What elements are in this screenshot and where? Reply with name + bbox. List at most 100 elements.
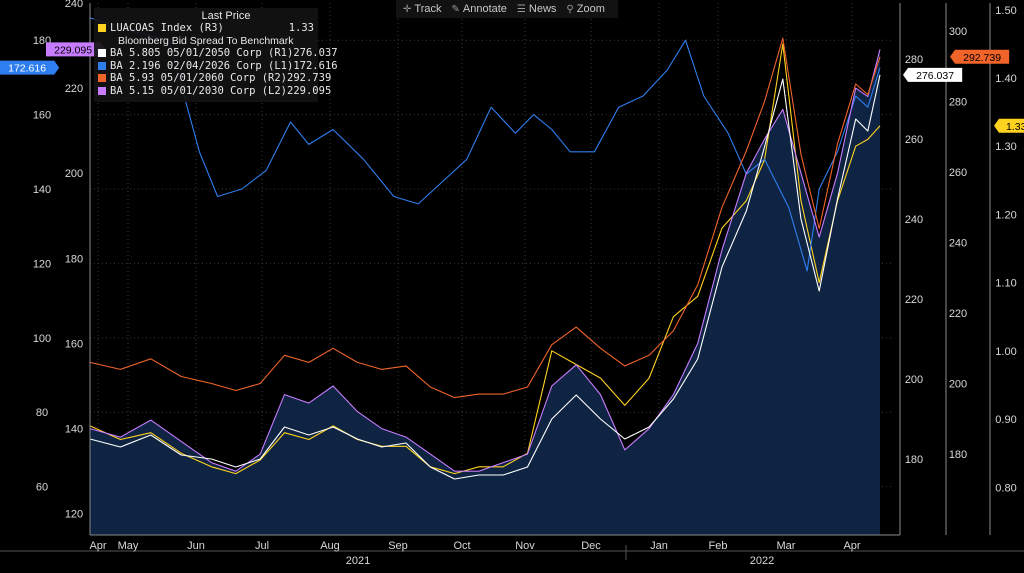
legend-entry-name: BA 2.196 02/04/2026 Corp (L1) [110, 59, 294, 72]
zoom-label: Zoom [576, 3, 605, 15]
legend-swatch [98, 24, 106, 33]
tick-label-month: Jan [650, 540, 668, 552]
tick-label-month: Nov [515, 540, 535, 552]
legend-swatch [98, 74, 106, 83]
tick-label-r3: 0.80 [995, 482, 1016, 494]
legend-subheader-text: Bloomberg Bid Spread To Benchmark [118, 34, 294, 47]
tick-label-r3: 1.30 [995, 141, 1016, 153]
tick-label-r2: 220 [949, 308, 967, 320]
legend-swatch [98, 49, 106, 58]
last-value-label-r1: 276.037 [916, 70, 954, 82]
series-area-ba2030 [90, 49, 880, 536]
news-icon: ☰ [516, 3, 526, 15]
zoom-button[interactable]: ⚲ Zoom [563, 3, 607, 15]
tick-label-year: 2022 [750, 555, 774, 567]
last-value-tag-r3 [994, 118, 1024, 133]
tick-label-l1: 160 [33, 110, 51, 122]
legend-entry-name: BA 5.805 05/01/2050 Corp (R1) [110, 47, 294, 60]
tick-label-month: Jul [255, 540, 269, 552]
tick-label-l2: 200 [65, 168, 83, 180]
news-label: News [528, 3, 557, 15]
legend-entry-ba2050[interactable]: BA 5.805 05/01/2050 Corp (R1) 276.037 [98, 47, 338, 60]
legend-subheader: Bloomberg Bid Spread To Benchmark [98, 35, 314, 48]
legend-entry-value: 172.616 [293, 59, 338, 72]
tick-label-r1: 280 [905, 54, 923, 66]
tick-label-month: Sep [388, 540, 408, 552]
tick-label-r1: 220 [905, 294, 923, 306]
tick-label-r2: 200 [949, 379, 967, 391]
legend-entry-name: LUACOAS Index (R3) [110, 22, 224, 35]
tick-label-month: Apr [843, 540, 860, 552]
series-line-r2 [89, 37, 881, 399]
tick-label-r2: 240 [949, 238, 967, 250]
tick-label-l2: 180 [65, 253, 83, 265]
crosshair-icon: ✛ [403, 3, 412, 15]
tick-label-r2: 260 [949, 167, 967, 179]
legend-entry-value: 276.037 [293, 47, 338, 60]
legend-entry-ba2060[interactable]: BA 5.93 05/01/2060 Corp (R2) 292.739 [98, 72, 331, 85]
legend-header: Last Price [201, 10, 251, 22]
series-line-l2 [89, 49, 881, 472]
legend-entry-name: BA 5.93 05/01/2060 Corp (R2) [110, 72, 288, 85]
tick-label-r1: 240 [905, 214, 923, 226]
legend-entry-luacoas[interactable]: LUACOAS Index (R3) 1.33 [98, 22, 314, 35]
news-button[interactable]: ☰ News [514, 3, 559, 15]
last-value-label-l2: 229.095 [54, 44, 92, 56]
legend-entry-ba2026[interactable]: BA 2.196 02/04/2026 Corp (L1) 172.616 [98, 59, 338, 73]
last-value-tag-r1 [903, 67, 963, 82]
last-value-tag-l1 [0, 60, 60, 75]
track-label: Track [414, 3, 442, 15]
pencil-icon: ✎ [451, 3, 460, 15]
tick-label-month: Aug [320, 540, 340, 552]
tick-label-r1: 180 [905, 454, 923, 466]
annotate-button[interactable]: ✎ Annotate [448, 3, 509, 15]
series-line-r1 [89, 74, 881, 480]
legend-swatch [98, 61, 106, 70]
tick-label-month: Feb [709, 540, 728, 552]
tick-label-l1: 140 [33, 184, 51, 196]
legend-entry-ba2030[interactable]: BA 5.15 05/01/2030 Corp (L2) 229.095 [98, 84, 331, 98]
tick-label-l2: 240 [65, 0, 83, 10]
tick-label-r3: 1.40 [995, 73, 1016, 85]
tick-label-month: Oct [453, 540, 470, 552]
tick-label-l1: 80 [36, 407, 48, 419]
track-button[interactable]: ✛ Track [400, 3, 444, 15]
tick-label-r1: 200 [905, 374, 923, 386]
annotate-label: Annotate [462, 3, 507, 15]
tick-label-month: Jun [187, 540, 205, 552]
tick-label-r2: 280 [949, 97, 967, 109]
last-value-tag-l2 [46, 42, 106, 57]
tick-label-l2: 160 [65, 338, 83, 350]
tick-label-l2: 220 [65, 83, 83, 95]
legend-entry-value: 229.095 [287, 84, 332, 97]
legend-swatch [98, 86, 106, 95]
tick-label-l1: 120 [33, 258, 51, 270]
tick-label-month: Dec [581, 540, 601, 552]
last-value-tag-r2 [950, 49, 1010, 64]
legend-entry-value: 292.739 [287, 72, 332, 85]
last-value-label-l1: 172.616 [8, 63, 46, 75]
tick-label-month: Apr [89, 540, 106, 552]
tick-label-l1: 60 [36, 482, 48, 494]
last-value-label-r3: 1.33 [1006, 121, 1024, 133]
chart-legend: Last Price LUACOAS Index (R3) 1.33 Bloom… [94, 8, 338, 102]
tick-label-month: Mar [777, 540, 796, 552]
tick-label-r3: 1.10 [995, 278, 1016, 290]
magnifier-icon: ⚲ [566, 3, 574, 15]
tick-label-r3: 1.50 [995, 5, 1016, 17]
series-line-l1 [89, 17, 881, 272]
tick-label-month: May [118, 540, 139, 552]
tick-label-l2: 140 [65, 424, 83, 436]
tick-label-r1: 260 [905, 134, 923, 146]
tick-label-l2: 120 [65, 509, 83, 521]
tick-label-r2: 180 [949, 449, 967, 461]
legend-entry-name: BA 5.15 05/01/2030 Corp (L2) [110, 84, 288, 97]
tick-label-r3: 0.90 [995, 414, 1016, 426]
tick-label-l1: 100 [33, 333, 51, 345]
chart-toolbar: ✛ Track ✎ Annotate ☰ News ⚲ Zoom [396, 0, 618, 18]
tick-label-r2: 300 [949, 26, 967, 38]
tick-label-r3: 1.20 [995, 209, 1016, 221]
tick-label-year: 2021 [346, 555, 370, 567]
legend-entry-value: 1.33 [288, 22, 314, 35]
